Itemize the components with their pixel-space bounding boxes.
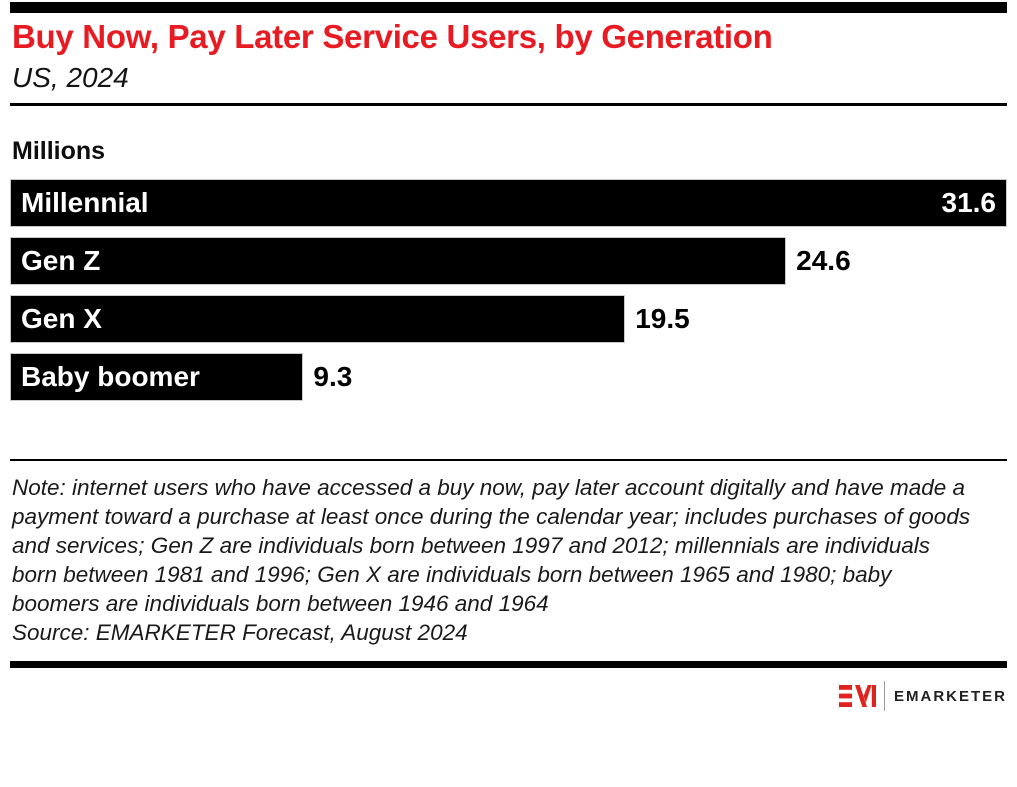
- bar-category-label: Gen X: [21, 303, 102, 334]
- logo-divider: [883, 681, 885, 711]
- logo-wordmark: EMARKETER: [893, 687, 1007, 705]
- unit-label: Millions: [12, 137, 106, 165]
- bar-value-label: 9.3: [313, 361, 353, 392]
- emarketer-logo-icon: [838, 685, 876, 707]
- bar-gen-z: Gen Z: [10, 237, 787, 285]
- page-title: Buy Now, Pay Later Service Users, by Gen…: [12, 18, 773, 55]
- bar-chart: Millennial 31.6 Gen Z 24.6 Gen X 19.5 Baby boo…: [10, 179, 1007, 401]
- bar-category-label: Millennial: [21, 187, 149, 218]
- bar-value-label: 19.5: [635, 303, 690, 334]
- bar-value-label: 31.6: [941, 187, 997, 218]
- bar-gen-x: Gen X: [10, 295, 626, 343]
- header-divider: [10, 103, 1007, 106]
- note-divider: [10, 459, 1007, 461]
- bar-row: Gen Z 24.6: [10, 237, 1007, 285]
- top-accent-bar: [10, 2, 1007, 13]
- bar-value-label: 24.6: [796, 245, 851, 276]
- note-text: Note: internet users who have accessed a…: [12, 475, 971, 616]
- bar-baby-boomer: Baby boomer: [10, 353, 304, 401]
- bar-row: Baby boomer 9.3: [10, 353, 1007, 401]
- bar-category-label: Gen Z: [21, 245, 101, 276]
- bar-row: Millennial 31.6: [10, 179, 1007, 227]
- bar-millennial: Millennial 31.6: [10, 179, 1007, 227]
- bottom-accent-bar: [10, 661, 1007, 668]
- bar-row: Gen X 19.5: [10, 295, 1007, 343]
- bar-category-label: Baby boomer: [21, 361, 200, 392]
- logo-row: EMARKETER: [10, 681, 1007, 711]
- page-subtitle: US, 2024: [12, 62, 129, 93]
- source-text: Source: EMARKETER Forecast, August 2024: [12, 620, 468, 645]
